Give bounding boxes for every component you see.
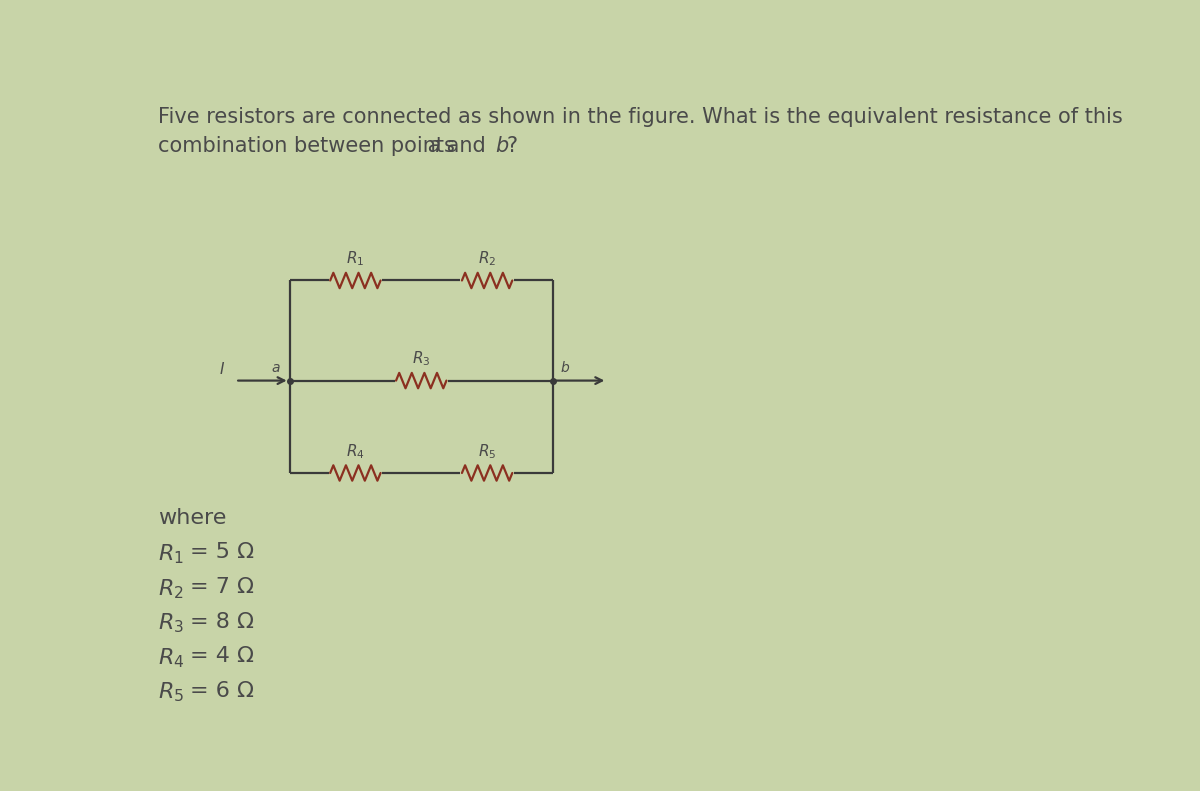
Text: Five resistors are connected as shown in the figure. What is the equivalent resi: Five resistors are connected as shown in… (157, 108, 1122, 127)
Text: = 6 Ω: = 6 Ω (191, 681, 254, 701)
Text: $R_3$: $R_3$ (157, 611, 184, 635)
Text: combination between points: combination between points (157, 136, 461, 156)
Text: $R_5$: $R_5$ (157, 681, 184, 705)
Text: $R_2$: $R_2$ (478, 249, 497, 268)
Text: $R_4$: $R_4$ (157, 646, 184, 670)
Text: ?: ? (506, 136, 517, 156)
Text: a: a (271, 361, 281, 375)
Text: $R_3$: $R_3$ (412, 350, 431, 369)
Text: = 8 Ω: = 8 Ω (191, 611, 254, 631)
Text: where: where (157, 508, 226, 528)
Text: $R_1$: $R_1$ (157, 543, 184, 566)
Text: b: b (496, 136, 509, 156)
Text: $R_2$: $R_2$ (157, 577, 184, 600)
Text: = 4 Ω: = 4 Ω (191, 646, 254, 666)
Text: $R_4$: $R_4$ (346, 442, 365, 460)
Text: = 5 Ω: = 5 Ω (191, 543, 254, 562)
Text: b: b (560, 361, 570, 375)
Text: I: I (220, 361, 223, 377)
Text: a: a (427, 136, 440, 156)
Text: and: and (440, 136, 492, 156)
Text: $R_1$: $R_1$ (347, 249, 365, 268)
Text: = 7 Ω: = 7 Ω (191, 577, 254, 597)
Text: $R_5$: $R_5$ (478, 442, 497, 460)
